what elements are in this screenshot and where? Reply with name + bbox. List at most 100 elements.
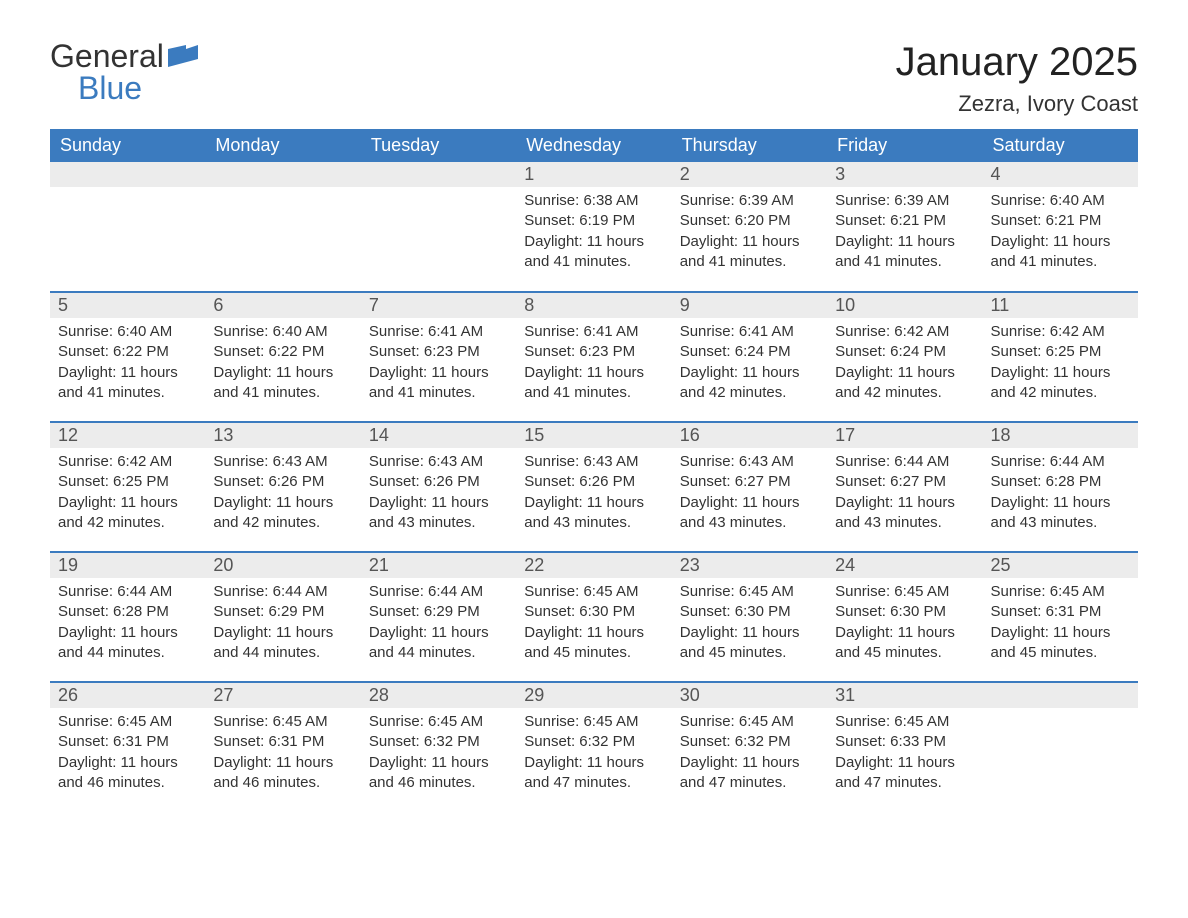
sunset-line: Sunset: 6:31 PM (213, 732, 352, 752)
day-cell: 5Sunrise: 6:40 AMSunset: 6:22 PMDaylight… (50, 292, 205, 422)
sunset-line: Sunset: 6:28 PM (991, 472, 1130, 492)
day-body: Sunrise: 6:41 AMSunset: 6:23 PMDaylight:… (516, 318, 671, 413)
day-number: 31 (827, 683, 982, 708)
day-cell: 15Sunrise: 6:43 AMSunset: 6:26 PMDayligh… (516, 422, 671, 552)
weekday-row: SundayMondayTuesdayWednesdayThursdayFrid… (50, 129, 1138, 162)
weekday-header: Monday (205, 129, 360, 162)
logo-word2: Blue (78, 72, 142, 104)
logo-flag-icon (168, 40, 198, 72)
weekday-header: Saturday (983, 129, 1138, 162)
day-body: Sunrise: 6:42 AMSunset: 6:25 PMDaylight:… (983, 318, 1138, 413)
day-cell: 30Sunrise: 6:45 AMSunset: 6:32 PMDayligh… (672, 682, 827, 812)
sunrise-line: Sunrise: 6:44 AM (369, 582, 508, 602)
day-body: Sunrise: 6:45 AMSunset: 6:31 PMDaylight:… (983, 578, 1138, 673)
day-number: 3 (827, 162, 982, 187)
day-cell: 13Sunrise: 6:43 AMSunset: 6:26 PMDayligh… (205, 422, 360, 552)
day-cell: 24Sunrise: 6:45 AMSunset: 6:30 PMDayligh… (827, 552, 982, 682)
sunrise-line: Sunrise: 6:45 AM (524, 712, 663, 732)
daylight-line: Daylight: 11 hours and 42 minutes. (991, 363, 1130, 404)
day-number: 12 (50, 423, 205, 448)
day-body: Sunrise: 6:42 AMSunset: 6:24 PMDaylight:… (827, 318, 982, 413)
day-cell: 17 Sunrise: 6:44 AMSunset: 6:27 PMDayligh… (827, 422, 982, 552)
day-number (205, 162, 360, 187)
day-body: Sunrise: 6:44 AMSunset: 6:29 PMDaylight:… (361, 578, 516, 673)
sunrise-line: Sunrise: 6:41 AM (680, 322, 819, 342)
day-number: 19 (50, 553, 205, 578)
day-number (361, 162, 516, 187)
day-body: Sunrise: 6:45 AMSunset: 6:31 PMDaylight:… (205, 708, 360, 803)
calendar-row: 5Sunrise: 6:40 AMSunset: 6:22 PMDaylight… (50, 292, 1138, 422)
sunrise-line: Sunrise: 6:44 AM (213, 582, 352, 602)
day-body: Sunrise: 6:43 AMSunset: 6:26 PMDaylight:… (205, 448, 360, 543)
weekday-header: Sunday (50, 129, 205, 162)
calendar-head: SundayMondayTuesdayWednesdayThursdayFrid… (50, 129, 1138, 162)
sunrise-line: Sunrise: 6:43 AM (524, 452, 663, 472)
sunset-line: Sunset: 6:32 PM (524, 732, 663, 752)
day-body: Sunrise: 6:45 AMSunset: 6:31 PMDaylight:… (50, 708, 205, 803)
sunset-line: Sunset: 6:26 PM (369, 472, 508, 492)
day-number: 5 (50, 293, 205, 318)
calendar-row: 26Sunrise: 6:45 AMSunset: 6:31 PMDayligh… (50, 682, 1138, 812)
sunrise-line: Sunrise: 6:45 AM (213, 712, 352, 732)
day-body: Sunrise: 6:45 AMSunset: 6:33 PMDaylight:… (827, 708, 982, 803)
empty-cell (983, 682, 1138, 812)
daylight-line: Daylight: 11 hours and 46 minutes. (213, 753, 352, 794)
day-body: Sunrise: 6:45 AMSunset: 6:32 PMDaylight:… (516, 708, 671, 803)
day-number: 9 (672, 293, 827, 318)
day-number: 21 (361, 553, 516, 578)
day-cell: 16Sunrise: 6:43 AMSunset: 6:27 PMDayligh… (672, 422, 827, 552)
daylight-line: Daylight: 11 hours and 47 minutes. (835, 753, 974, 794)
day-cell: 14Sunrise: 6:43 AMSunset: 6:26 PMDayligh… (361, 422, 516, 552)
daylight-line: Daylight: 11 hours and 43 minutes. (680, 493, 819, 534)
day-number: 13 (205, 423, 360, 448)
sunset-line: Sunset: 6:24 PM (835, 342, 974, 362)
sunset-line: Sunset: 6:24 PM (680, 342, 819, 362)
sunrise-line: Sunrise: 6:45 AM (680, 582, 819, 602)
day-body: Sunrise: 6:43 AMSunset: 6:26 PMDaylight:… (516, 448, 671, 543)
daylight-line: Daylight: 11 hours and 46 minutes. (369, 753, 508, 794)
day-number: 26 (50, 683, 205, 708)
sunrise-line: Sunrise: 6:45 AM (524, 582, 663, 602)
daylight-line: Daylight: 11 hours and 43 minutes. (991, 493, 1130, 534)
month-title: January 2025 (896, 40, 1138, 85)
day-number: 10 (827, 293, 982, 318)
sunset-line: Sunset: 6:27 PM (835, 472, 974, 492)
day-number: 25 (983, 553, 1138, 578)
daylight-line: Daylight: 11 hours and 41 minutes. (213, 363, 352, 404)
sunrise-line: Sunrise: 6:44 AM (835, 452, 974, 472)
day-body: Sunrise: 6:45 AMSunset: 6:30 PMDaylight:… (827, 578, 982, 673)
sunset-line: Sunset: 6:21 PM (991, 211, 1130, 231)
day-cell: 1Sunrise: 6:38 AMSunset: 6:19 PMDaylight… (516, 162, 671, 292)
day-cell: 10Sunrise: 6:42 AMSunset: 6:24 PMDayligh… (827, 292, 982, 422)
sunrise-line: Sunrise: 6:42 AM (835, 322, 974, 342)
day-body: Sunrise: 6:44 AMSunset: 6:28 PMDaylight:… (983, 448, 1138, 543)
sunset-line: Sunset: 6:31 PM (58, 732, 197, 752)
day-number: 11 (983, 293, 1138, 318)
title-block: January 2025 Zezra, Ivory Coast (896, 40, 1138, 117)
daylight-line: Daylight: 11 hours and 43 minutes. (369, 493, 508, 534)
day-number: 24 (827, 553, 982, 578)
daylight-line: Daylight: 11 hours and 43 minutes. (835, 493, 974, 534)
daylight-line: Daylight: 11 hours and 42 minutes. (835, 363, 974, 404)
sunrise-line: Sunrise: 6:40 AM (58, 322, 197, 342)
day-number: 2 (672, 162, 827, 187)
day-body: Sunrise: 6:42 AMSunset: 6:25 PMDaylight:… (50, 448, 205, 543)
sunrise-line: Sunrise: 6:42 AM (991, 322, 1130, 342)
day-body: Sunrise: 6:40 AMSunset: 6:22 PMDaylight:… (50, 318, 205, 413)
day-body: Sunrise: 6:45 AMSunset: 6:32 PMDaylight:… (361, 708, 516, 803)
day-cell: 18Sunrise: 6:44 AMSunset: 6:28 PMDayligh… (983, 422, 1138, 552)
sunset-line: Sunset: 6:22 PM (58, 342, 197, 362)
daylight-line: Daylight: 11 hours and 41 minutes. (58, 363, 197, 404)
sunset-line: Sunset: 6:31 PM (991, 602, 1130, 622)
day-number: 17 (827, 423, 982, 448)
daylight-line: Daylight: 11 hours and 44 minutes. (369, 623, 508, 664)
daylight-line: Daylight: 11 hours and 42 minutes. (680, 363, 819, 404)
day-cell: 31Sunrise: 6:45 AMSunset: 6:33 PMDayligh… (827, 682, 982, 812)
sunrise-line: Sunrise: 6:45 AM (835, 712, 974, 732)
day-number: 15 (516, 423, 671, 448)
calendar-table: SundayMondayTuesdayWednesdayThursdayFrid… (50, 129, 1138, 812)
daylight-line: Daylight: 11 hours and 41 minutes. (524, 232, 663, 273)
sunset-line: Sunset: 6:26 PM (524, 472, 663, 492)
day-body: Sunrise: 6:45 AMSunset: 6:30 PMDaylight:… (672, 578, 827, 673)
day-number (50, 162, 205, 187)
